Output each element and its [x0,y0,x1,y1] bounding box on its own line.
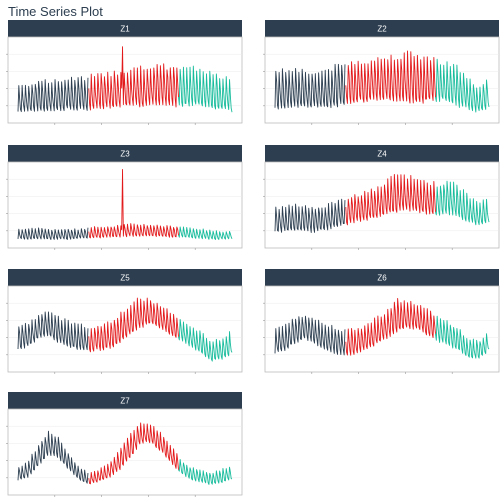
facet-z2: Z2 [263,20,500,125]
series-line-segment-2 [88,297,179,353]
facet-label: Z7 [120,397,130,406]
series-line-segment-2 [88,169,179,239]
facet-z7: Z7 [6,392,243,497]
series-line-segment-1 [17,76,89,113]
facet-strip [265,269,499,286]
series-line-segment-3 [435,315,490,359]
facet-strip [8,269,242,286]
series-line-segment-2 [88,422,179,485]
facet-z1: Z1 [6,20,243,125]
page-title: Time Series Plot [8,4,103,19]
series-line-segment-2 [345,50,436,104]
facet-strip [8,145,242,162]
series-line-segment-2 [345,173,436,226]
series-line-segment-3 [178,459,233,485]
facet-strip [265,20,499,37]
facet-label: Z5 [120,274,130,283]
facet-strip [8,392,242,409]
facet-z3: Z3 [6,145,243,250]
series-line-segment-3 [435,58,490,113]
facet-strip [8,20,242,37]
series-line-segment-3 [178,226,233,240]
series-line-segment-2 [345,297,436,356]
series-line-segment-1 [274,63,346,110]
facet-label: Z4 [377,150,387,159]
facet-z4: Z4 [263,145,500,250]
facet-label: Z3 [120,150,130,159]
series-line-segment-1 [17,430,89,484]
facet-label: Z1 [120,25,130,34]
series-line-segment-1 [17,311,89,351]
series-line-segment-3 [178,319,233,362]
series-line-segment-1 [17,227,89,240]
series-line-segment-1 [274,315,346,356]
series-line-segment-3 [435,180,490,226]
series-line-segment-1 [274,198,346,233]
facet-label: Z6 [377,274,387,283]
facet-strip [265,145,499,162]
facet-label: Z2 [377,25,387,34]
series-line-segment-3 [178,65,233,113]
facet-z5: Z5 [6,269,243,374]
series-line-segment-2 [88,46,179,111]
facet-z6: Z6 [263,269,500,374]
